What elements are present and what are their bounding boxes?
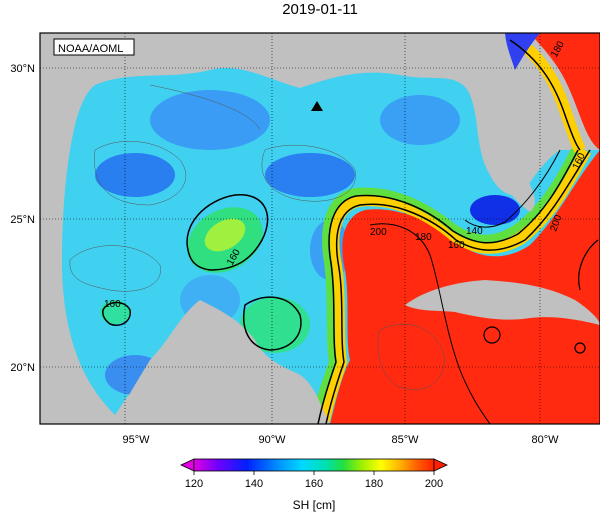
blue-eddy-keys: [470, 195, 520, 225]
lat-label: 30°N: [10, 63, 35, 75]
contour-label: 200: [370, 227, 387, 238]
blue-patch-center: [265, 153, 355, 197]
credit-label: NOAA/AOML: [58, 43, 123, 55]
map-title: 2019-01-11: [282, 1, 358, 18]
lon-labels: 95°W 90°W 85°W 80°W: [122, 434, 559, 446]
colorbar: 120 140 160 180 200 SH [cm]: [180, 458, 448, 512]
map-area: 180 160 140 160 180 200 200 160 160: [40, 33, 600, 424]
lon-label: 95°W: [122, 434, 150, 446]
atlantic-yellow: [511, 34, 586, 153]
contour-label: 180: [415, 232, 432, 243]
blue-patch-north: [150, 90, 270, 150]
contour-label: 160: [104, 299, 121, 310]
yucatan-land: [115, 300, 330, 424]
green-eddy-south: [240, 297, 310, 353]
colorbar-tick: 200: [425, 478, 443, 490]
loop-current-green: [311, 148, 579, 424]
lat-label: 25°N: [10, 214, 35, 226]
lon-label: 80°W: [531, 434, 559, 446]
blue-patch-west: [95, 153, 175, 197]
cuba-land: [405, 280, 600, 325]
colorbar-gradient: [193, 458, 435, 472]
loop-current-yellow: [315, 146, 592, 424]
colorbar-tick: 180: [365, 478, 383, 490]
colorbar-tick: 160: [305, 478, 323, 490]
map-frame: [39, 32, 600, 425]
lon-label: 85°W: [391, 434, 419, 446]
station-triangle-icon: [311, 101, 323, 111]
lon-label: 90°W: [258, 434, 286, 446]
colorbar-title: SH [cm]: [293, 498, 336, 512]
colorbar-tick: 140: [245, 478, 263, 490]
colorbar-tick: 120: [185, 478, 203, 490]
colorbar-right-arrow: [433, 458, 448, 472]
atlantic-warm: [530, 33, 600, 150]
green-patch-sw: [100, 300, 130, 324]
credit-box: [53, 38, 135, 56]
colorbar-left-arrow: [180, 458, 195, 472]
contours: [102, 39, 599, 424]
blue-patch-east: [380, 95, 460, 145]
lat-labels: 30°N 25°N 20°N: [10, 63, 35, 374]
contour-label: 140: [466, 226, 483, 237]
lat-label: 20°N: [10, 362, 35, 374]
green-core-west: [204, 218, 246, 252]
florida-land: [470, 75, 535, 212]
contour-label: 160: [448, 240, 465, 251]
